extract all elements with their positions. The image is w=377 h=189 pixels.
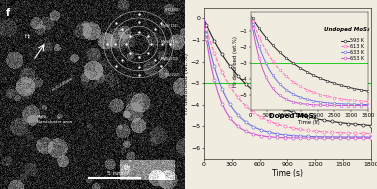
Text: Doped MoS₂: Doped MoS₂ bbox=[269, 113, 317, 119]
Y-axis label: H₂ desorbed (wt.%): H₂ desorbed (wt.%) bbox=[184, 53, 190, 114]
Text: d=0.245nm: d=0.245nm bbox=[52, 76, 75, 92]
Text: f: f bbox=[6, 8, 10, 18]
Text: MgNi
Nanocluster area: MgNi Nanocluster area bbox=[37, 115, 72, 124]
X-axis label: Time (s): Time (s) bbox=[272, 169, 303, 178]
Text: H₂: H₂ bbox=[24, 34, 30, 39]
Text: 5 nm: 5 nm bbox=[107, 171, 123, 176]
